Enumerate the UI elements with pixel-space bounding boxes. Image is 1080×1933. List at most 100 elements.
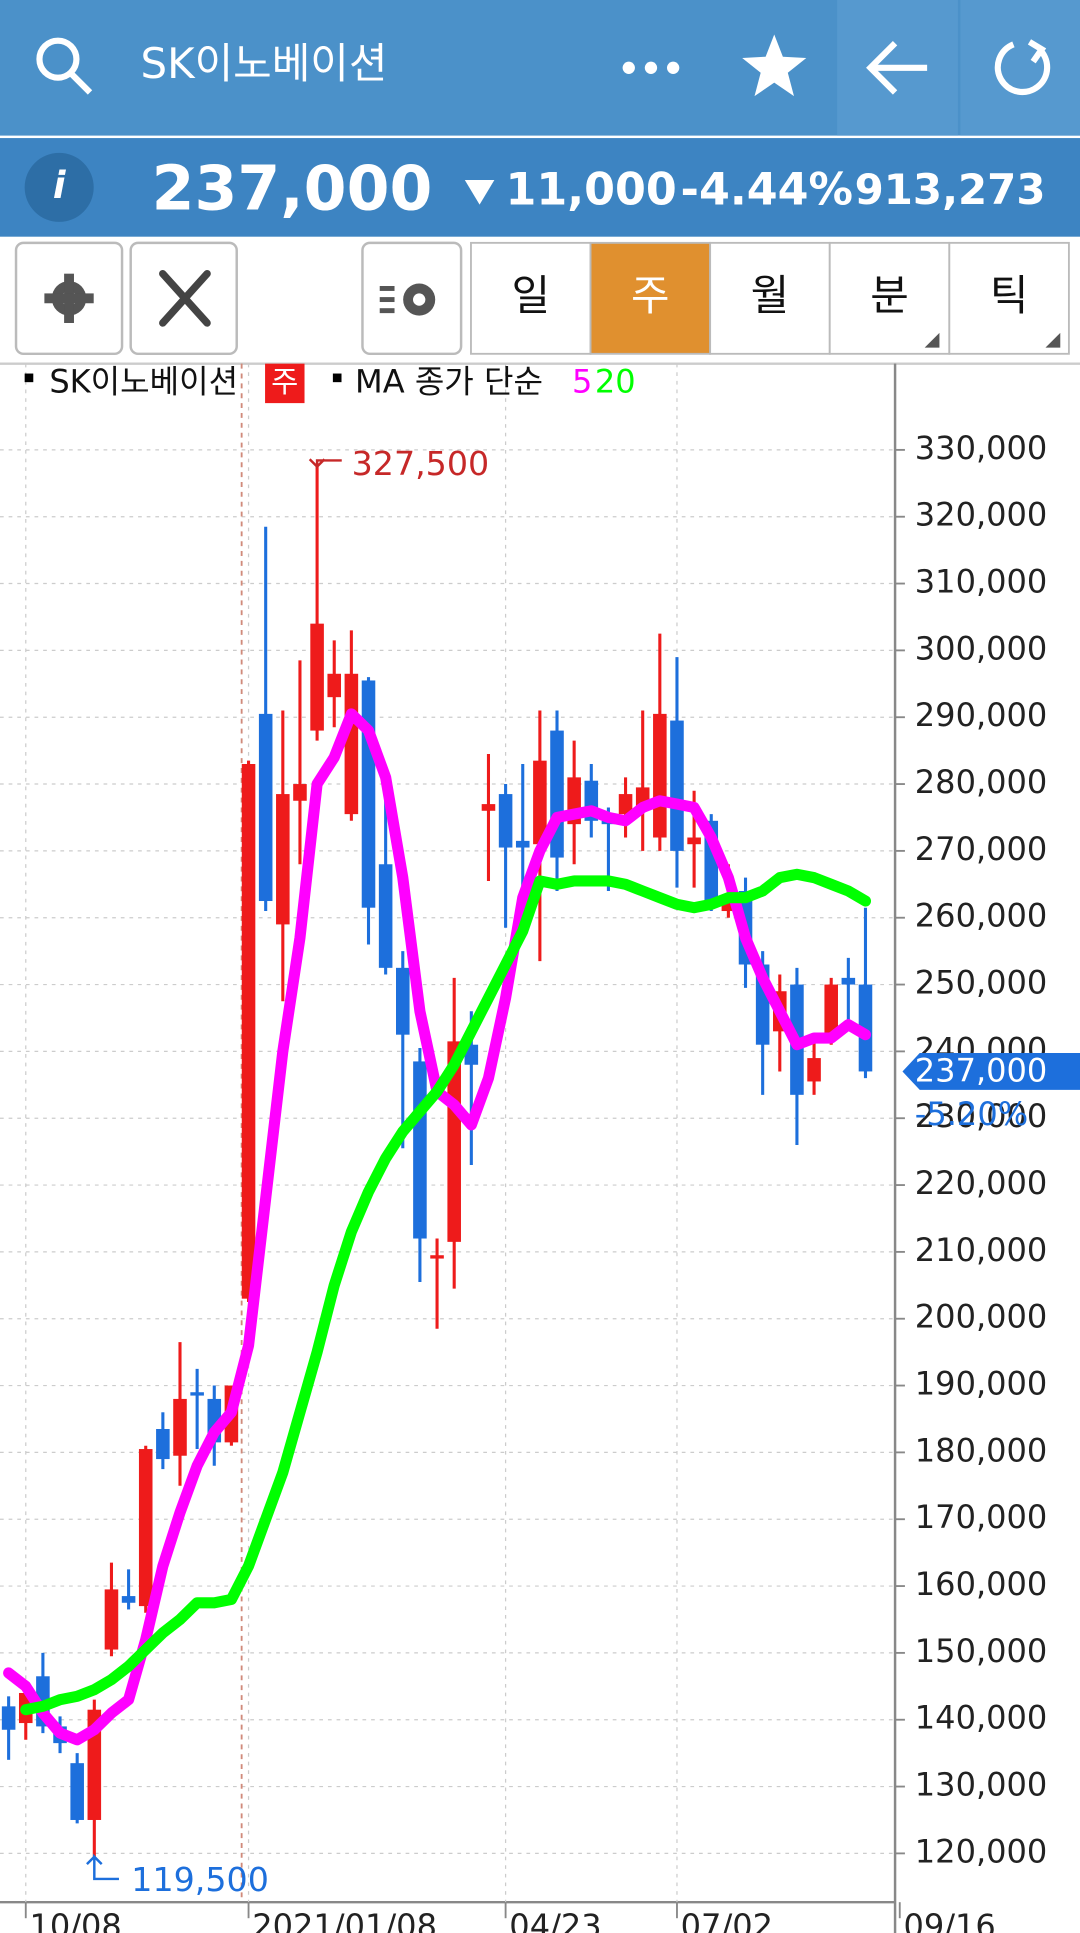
tab[interactable] (828, 241, 951, 355)
y-tick-label: 250,000 (915, 964, 1048, 1002)
info-icon: i (53, 164, 67, 207)
legend-symbol: SK이노베이션 (49, 362, 238, 400)
candle-body (361, 680, 376, 908)
candle-body (1, 1706, 16, 1730)
tab-label: 월 (751, 271, 790, 320)
volume: 913,273 (855, 165, 1046, 214)
current-price-label: 237,000 (915, 1052, 1048, 1090)
y-tick-label: 170,000 (915, 1498, 1048, 1536)
search-icon[interactable] (36, 37, 93, 95)
candle-body (413, 1061, 427, 1239)
candle-body (447, 1041, 461, 1242)
y-tick-label: 200,000 (915, 1298, 1048, 1336)
low-marker-label: 119,500 (131, 1860, 269, 1899)
low-marker-arrow (86, 1853, 119, 1881)
candle-body (104, 1589, 119, 1650)
refresh-button-bg[interactable] (960, 0, 1080, 136)
price-bar (0, 138, 1080, 237)
candle-body (841, 977, 856, 985)
legend-ma-period: 5 (572, 362, 592, 400)
candle-body (430, 1255, 444, 1259)
y-tick-label: 150,000 (915, 1632, 1048, 1670)
refresh-icon[interactable] (994, 39, 1051, 96)
tab[interactable] (589, 241, 712, 355)
current-price-box (902, 1052, 1080, 1090)
high-marker-arrow (308, 458, 342, 470)
y-tick-label: 120,000 (915, 1832, 1048, 1870)
tab-corner-mark (924, 332, 940, 348)
down-arrow (464, 179, 495, 205)
x-tick-label: 07/02 (681, 1907, 773, 1933)
y-tick-label: 320,000 (915, 496, 1048, 534)
plot (1, 458, 873, 1881)
candle-body (138, 1449, 153, 1607)
y-tick-label: 230,000 (915, 1097, 1048, 1135)
candle-body (721, 901, 736, 912)
gear-icon (44, 273, 94, 323)
tab-label: 틱 (990, 271, 1029, 320)
info-button[interactable] (24, 152, 94, 222)
candle-body (498, 794, 513, 848)
candle-body (173, 1398, 187, 1456)
candle-body (190, 1392, 204, 1396)
legend-ma-label: MA 종가 단순 (355, 362, 543, 400)
legend-period: 주 (271, 365, 298, 399)
tab[interactable] (948, 241, 1070, 355)
y-tick-label: 130,000 (915, 1766, 1048, 1804)
x-tick-label: 2021/01/08 (252, 1907, 437, 1933)
price-change: 11,000 (505, 164, 676, 215)
candle-body (824, 984, 838, 1039)
candle-body (241, 764, 256, 1299)
y-tick-label: 140,000 (915, 1699, 1048, 1737)
favorite-icon[interactable] (742, 34, 807, 97)
y-tick-label: 220,000 (915, 1164, 1048, 1202)
current-change-label: -5.20% (915, 1095, 1028, 1133)
x-tick-label: 09/16 (903, 1907, 995, 1933)
x-tick-label: 04/23 (509, 1907, 601, 1933)
y-tick-label: 210,000 (915, 1231, 1048, 1269)
price: 237,000 (152, 152, 433, 224)
tab-label: 주 (631, 271, 670, 320)
y-tick-label: 260,000 (915, 897, 1048, 935)
candle-body (618, 794, 633, 815)
candle-body (378, 864, 393, 968)
tab[interactable] (470, 241, 592, 355)
y-tick-label: 300,000 (915, 629, 1048, 667)
candle-body (70, 1763, 84, 1820)
tab[interactable] (709, 241, 831, 355)
tab-label: 일 (511, 271, 550, 320)
candle-body (327, 673, 342, 698)
y-tick-label: 180,000 (915, 1431, 1048, 1469)
legend-period-box (265, 363, 305, 404)
indicator-icon (379, 283, 436, 316)
candle-body (258, 713, 273, 902)
candle-body (156, 1428, 170, 1460)
candle-body (344, 673, 359, 815)
y-tick-label: 270,000 (915, 830, 1048, 868)
y-tick-label: 160,000 (915, 1565, 1048, 1603)
candle-body (481, 804, 496, 811)
y-tick-label: 290,000 (915, 696, 1048, 734)
candle-body (670, 720, 684, 851)
more-icon[interactable] (622, 61, 680, 74)
candle-body (310, 623, 324, 731)
legend-ma-period: 20 (595, 362, 636, 400)
tab-label: 분 (870, 271, 909, 320)
candle-body (276, 794, 290, 925)
legend-square (24, 373, 34, 383)
tab-corner-mark (1045, 332, 1061, 348)
header-title: SK이노베이션 (141, 39, 388, 88)
candle-body (396, 967, 410, 1035)
back-icon[interactable] (866, 40, 928, 95)
y-tick-label: 280,000 (915, 763, 1048, 801)
high-marker-label: 327,500 (352, 444, 490, 483)
candle-body (687, 837, 701, 845)
candle-body (293, 784, 307, 801)
x-tick-label: 10/08 (29, 1907, 121, 1933)
candle-body (515, 840, 530, 848)
moving-average-line (20, 868, 872, 1716)
candle-body (807, 1058, 821, 1082)
